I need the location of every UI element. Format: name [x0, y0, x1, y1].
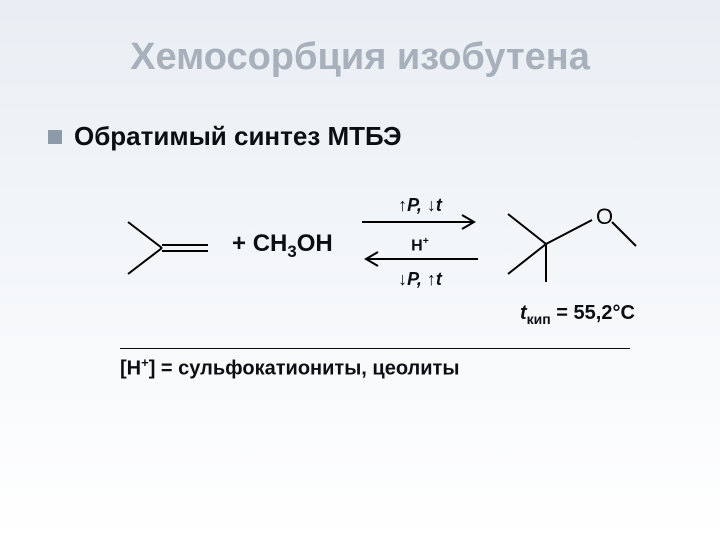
footnote-pre: [H	[120, 358, 141, 380]
methanol-post: OH	[297, 230, 333, 257]
mtbe-structure: O	[500, 202, 640, 292]
isobutene-structure	[120, 216, 230, 280]
bullet-square-icon	[48, 130, 62, 144]
forward-arrow-icon	[360, 212, 480, 230]
footnote-post: ] = сульфокатиониты, цеолиты	[149, 358, 460, 380]
reverse-arrow-icon	[360, 251, 480, 269]
tboil-t: t	[520, 302, 527, 324]
catalyst-footnote: [H+] = сульфокатиониты, цеолиты	[120, 355, 720, 381]
slide-title: Хемосорбция изобутена	[0, 0, 720, 79]
tboil-sub: кип	[527, 311, 551, 327]
reverse-conditions: ↓P, ↑t	[360, 270, 480, 288]
plus-sign: +	[232, 230, 253, 257]
reaction-scheme: + CH3OH ↑P, ↓t H+ ↓P, ↑t O	[0, 190, 720, 330]
methanol-pre: CH	[253, 230, 288, 257]
catalyst-sup: +	[423, 236, 429, 247]
equilibrium-arrows: ↑P, ↓t H+ ↓P, ↑t	[360, 196, 480, 288]
methanol-sub: 3	[287, 242, 296, 261]
oxygen-label: O	[596, 204, 613, 229]
tboil-val: = 55,2°C	[551, 302, 635, 324]
divider-line	[120, 348, 630, 349]
boiling-point: tкип = 55,2°C	[520, 302, 635, 327]
subtitle-text: Обратимый синтез МТБЭ	[74, 121, 402, 152]
methanol-formula: + CH3OH	[232, 230, 333, 262]
footnote-sup: +	[141, 355, 149, 370]
subtitle-row: Обратимый синтез МТБЭ	[0, 121, 720, 152]
